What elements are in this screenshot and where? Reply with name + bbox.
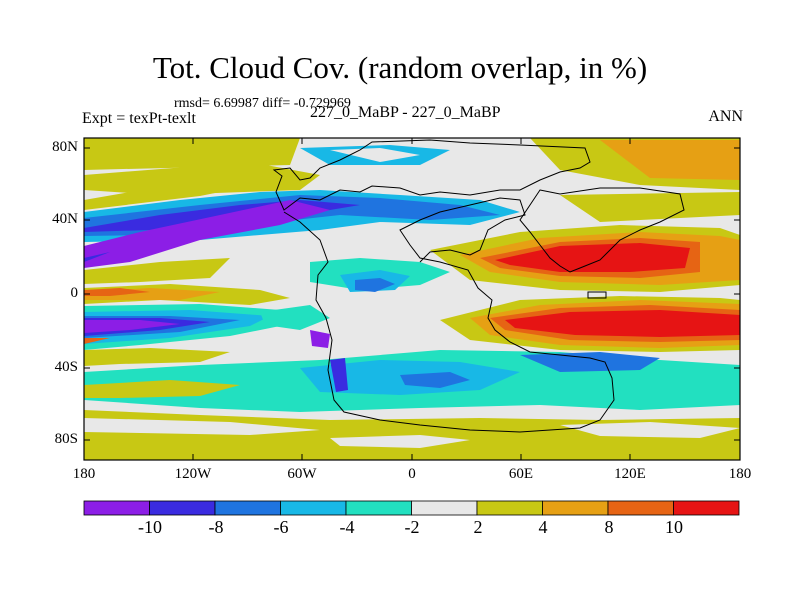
experiment-label: Expt = texPt-texlt [82,110,196,127]
colorbar-label: -6 [273,517,289,537]
colorbar-label: 8 [604,517,614,537]
colorbar-label: 10 [665,517,683,537]
colorbar-box [280,500,347,516]
colorbar-label: -10 [138,517,162,537]
colorbar-box [345,500,412,516]
x-tick-label: 180 [728,466,752,482]
colorbar-label: -4 [339,517,355,537]
colorbar-box [673,500,740,516]
x-tick-label: 180 [72,466,96,482]
comparison-label: 227_0_MaBP - 227_0_MaBP [310,104,501,121]
x-tick-label: 120E [614,466,646,482]
y-tick-label: 40S [54,359,78,375]
map-title: Tot. Cloud Cov. (random overlap, in %) [152,50,648,85]
colorbar-label: -2 [404,517,420,537]
x-tick-label: 60W [287,466,317,482]
continent-outline [272,139,685,433]
y-tick-label: 80S [54,431,78,447]
colorbar-label: 4 [538,517,548,537]
colorbar-box [476,500,543,516]
colorbar-label: 2 [473,517,483,537]
y-tick-label: 0 [70,285,79,301]
colorbar [83,500,740,516]
colorbar-label: -8 [208,517,224,537]
map-field [84,138,740,460]
stats-text: rmsd= 6.69987 diff= -0.729969 [174,96,351,111]
x-tick-label: 0 [408,466,416,482]
colorbar-box [214,500,281,516]
y-tick-label: 40N [52,211,78,227]
axis-ticks [83,138,741,460]
x-tick-label: 60E [508,466,534,482]
colorbar-box [149,500,216,516]
y-tick-label: 80N [52,139,78,155]
colorbar-box [542,500,609,516]
colorbar-box [83,500,150,516]
season-label: ANN [708,108,743,125]
x-tick-label: 120W [174,466,212,482]
colorbar-box [411,500,478,516]
colorbar-box [607,500,674,516]
